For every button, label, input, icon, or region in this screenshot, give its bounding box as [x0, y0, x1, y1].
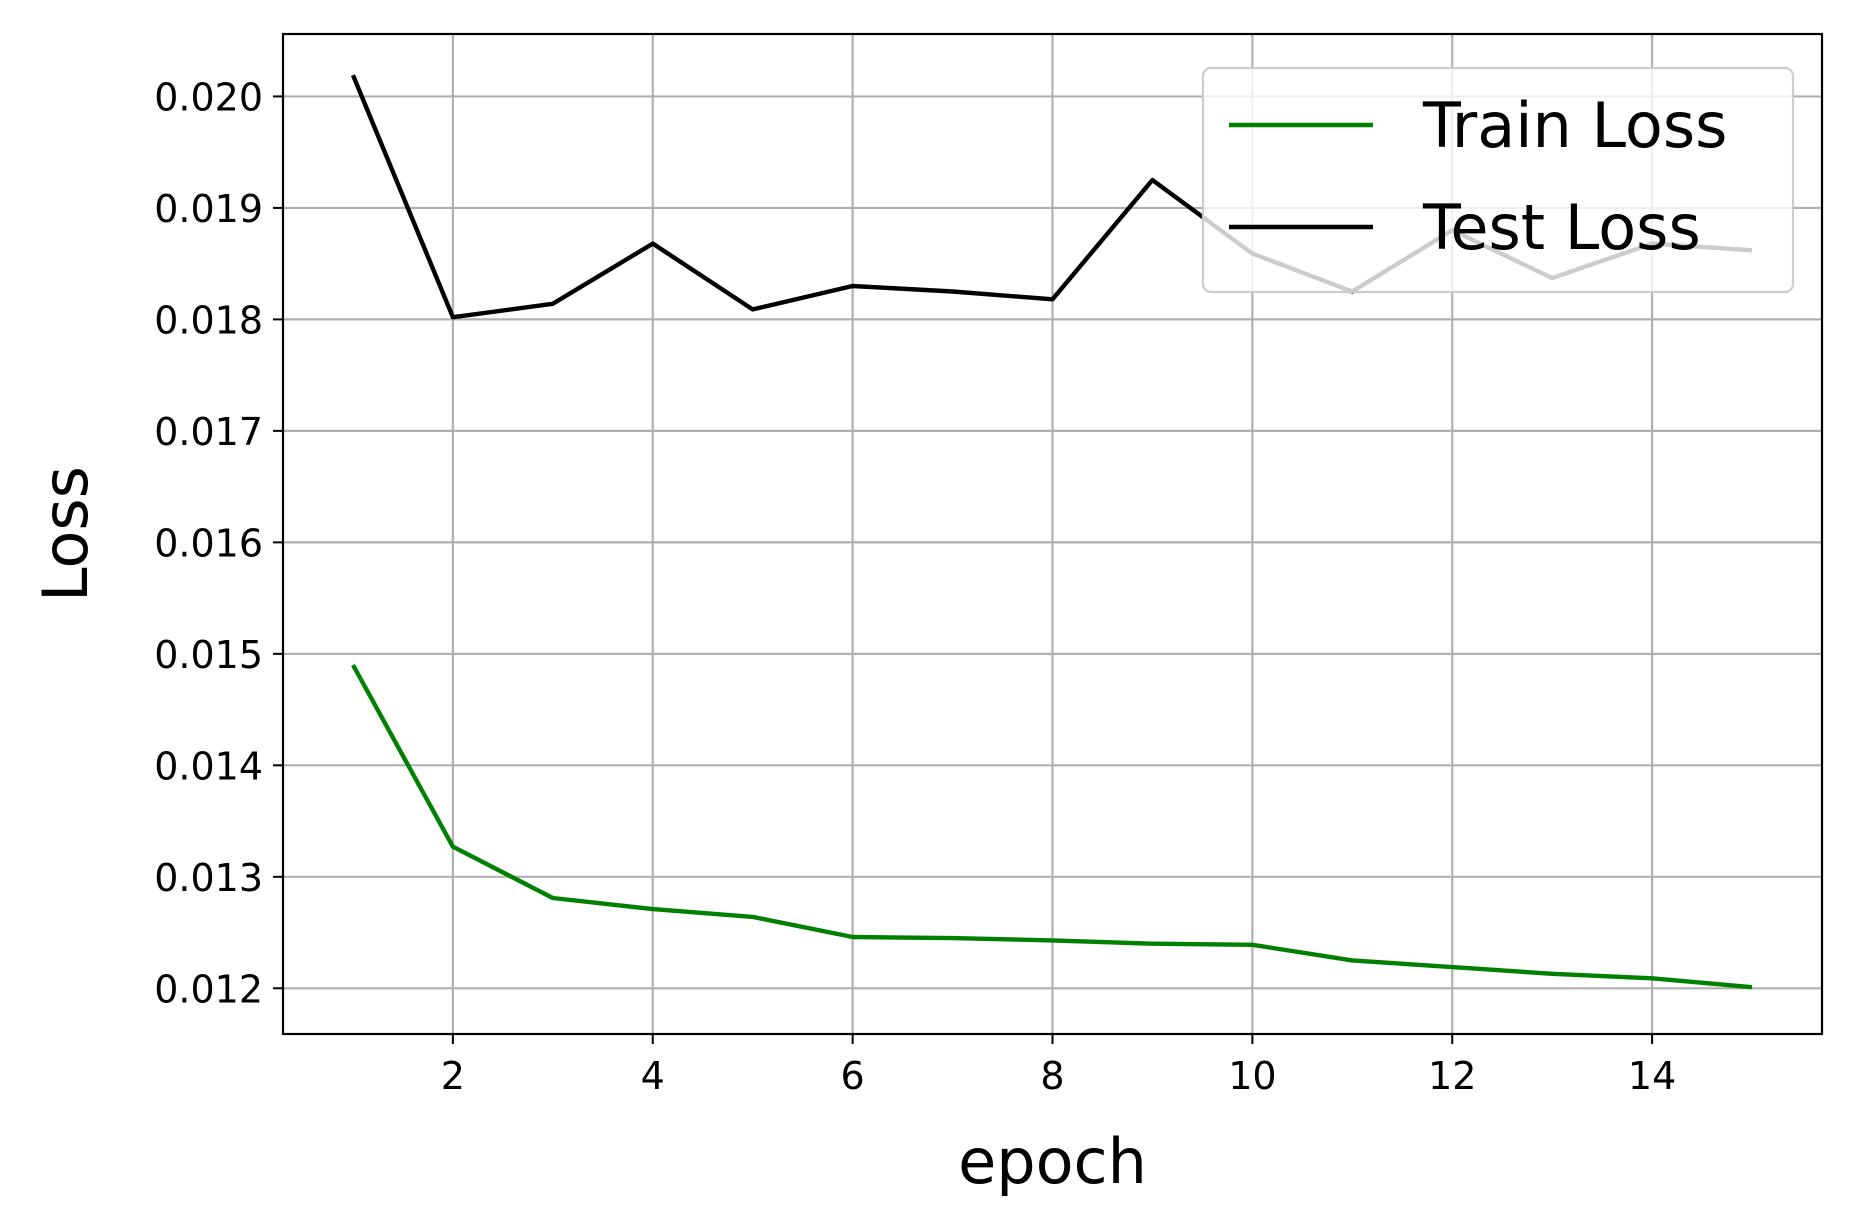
x-tick-label: 10	[1228, 1054, 1276, 1098]
y-tick-label: 0.012	[154, 967, 263, 1011]
x-axis-title: epoch	[958, 1125, 1147, 1198]
ticks: 2 4 6 8 10 12 14 0.012 0.013 0.014 0.015 0.016 0.017…	[154, 75, 1676, 1098]
x-tick-label: 4	[641, 1054, 665, 1098]
legend-label-test-loss: Test Loss	[1422, 191, 1701, 264]
y-tick-label: 0.020	[154, 75, 263, 119]
y-tick-label: 0.013	[154, 856, 263, 900]
x-tick-label: 2	[441, 1054, 465, 1098]
y-tick-label: 0.017	[154, 410, 263, 454]
y-axis-title: Loss	[29, 466, 102, 602]
x-tick-label: 14	[1628, 1054, 1676, 1098]
series-line-train-loss	[351, 663, 1753, 990]
y-tick-label: 0.015	[154, 633, 263, 677]
x-tick-label: 8	[1040, 1054, 1064, 1098]
grid	[283, 34, 1822, 1034]
legend: Train Loss Test Loss	[1201, 66, 1795, 294]
x-tick-label: 12	[1428, 1054, 1476, 1098]
x-tick-label: 6	[841, 1054, 865, 1098]
y-tick-label: 0.014	[154, 744, 263, 788]
legend-label-train-loss: Train Loss	[1422, 89, 1727, 162]
y-tick-label: 0.018	[154, 298, 263, 342]
y-tick-label: 0.019	[154, 187, 263, 231]
y-tick-label: 0.016	[154, 521, 263, 565]
